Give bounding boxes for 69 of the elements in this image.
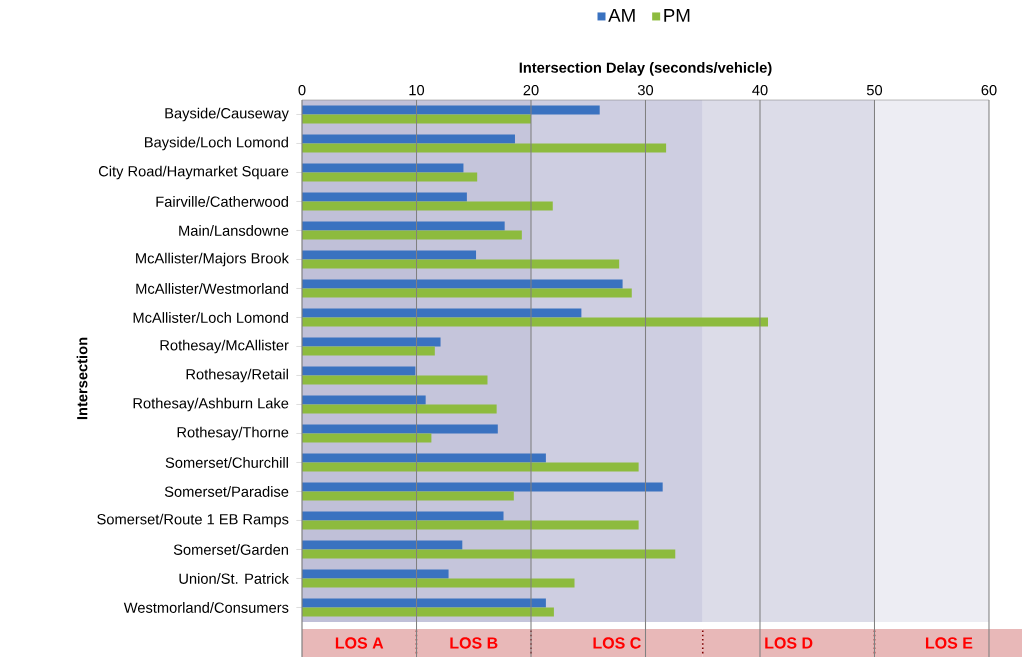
- bar: [302, 163, 464, 173]
- band-label: LOS B: [450, 637, 498, 649]
- y-tick-label: Somerset/Churchill: [165, 457, 288, 468]
- y-tick-label: Bayside/Loch Lomond: [145, 136, 288, 151]
- bar: [302, 366, 416, 376]
- bar: [302, 569, 449, 579]
- y-tick-label: Fairville/Catherwood: [156, 196, 288, 207]
- y-tick-label: Main/Lansdowne: [179, 225, 289, 236]
- bar: [302, 482, 663, 492]
- bar: [302, 607, 554, 617]
- legend-label: AM: [608, 9, 635, 22]
- bar: [302, 308, 582, 318]
- bar: [302, 395, 426, 405]
- bar: [302, 404, 497, 414]
- bar: [302, 433, 432, 443]
- y-tick-label: Somerset/Paradise: [164, 486, 289, 497]
- bar: [302, 114, 531, 124]
- bar: [302, 424, 498, 434]
- bar: [302, 250, 477, 260]
- bar: [302, 134, 515, 144]
- bar: [302, 511, 504, 521]
- x-tick-label: 20: [523, 84, 539, 96]
- band-label: LOS E: [925, 637, 973, 649]
- bar: [302, 279, 623, 289]
- bar: [302, 346, 435, 356]
- bar: [302, 143, 667, 153]
- bar: [302, 230, 522, 240]
- bar: [302, 317, 769, 327]
- band-label: LOS A: [335, 637, 384, 649]
- x-tick-label: 50: [866, 84, 883, 96]
- bar: [302, 221, 505, 231]
- x-tick-label: 30: [637, 84, 654, 96]
- bar: [302, 337, 441, 347]
- y-tick-label: City Road/Haymarket Square: [98, 165, 289, 180]
- x-tick-label: 10: [409, 84, 425, 96]
- bar: [302, 259, 620, 269]
- bar: [302, 549, 676, 559]
- x-axis-title: Intersection Delay (seconds/vehicle): [519, 62, 772, 76]
- bar: [302, 201, 553, 211]
- x-tick-label: 0: [298, 84, 306, 96]
- bar: [302, 288, 632, 298]
- bar: [302, 462, 639, 472]
- bar: [302, 598, 546, 608]
- bar: [302, 375, 488, 385]
- x-tick-label: 40: [752, 84, 768, 96]
- y-tick-label: Union/St. Patrick: [179, 573, 289, 584]
- bar: [302, 578, 575, 588]
- bar: [302, 520, 639, 530]
- y-tick-label: Bayside/Causeway: [165, 107, 289, 122]
- band-label: LOS D: [765, 637, 813, 649]
- y-tick-label: Westmorland/Consumers: [123, 602, 289, 613]
- y-tick-label: Somerset/Garden: [173, 544, 288, 555]
- y-tick-label: McAllister/Loch Lomond: [133, 312, 288, 323]
- legend-label: PM: [664, 9, 690, 22]
- y-tick-label: Somerset/Route 1 EB Ramps: [97, 513, 289, 528]
- bar: [302, 172, 478, 182]
- bar: [302, 192, 467, 202]
- y-tick-label: McAllister/Westmorland: [136, 283, 288, 294]
- bar: [302, 540, 463, 550]
- y-tick-label: McAllister/Majors Brook: [136, 252, 289, 267]
- x-tick-label: 60: [981, 84, 997, 96]
- y-tick-label: Rothesay/Retail: [186, 368, 288, 383]
- y-tick-label: Rothesay/Thorne: [177, 426, 289, 441]
- y-axis-title: Intersection: [76, 337, 88, 420]
- bar: [302, 453, 546, 463]
- y-tick-label: Rothesay/McAllister: [160, 339, 289, 354]
- band-label: LOS C: [593, 637, 641, 649]
- bar: [302, 491, 514, 501]
- y-tick-label: Rothesay/Ashburn Lake: [133, 397, 289, 412]
